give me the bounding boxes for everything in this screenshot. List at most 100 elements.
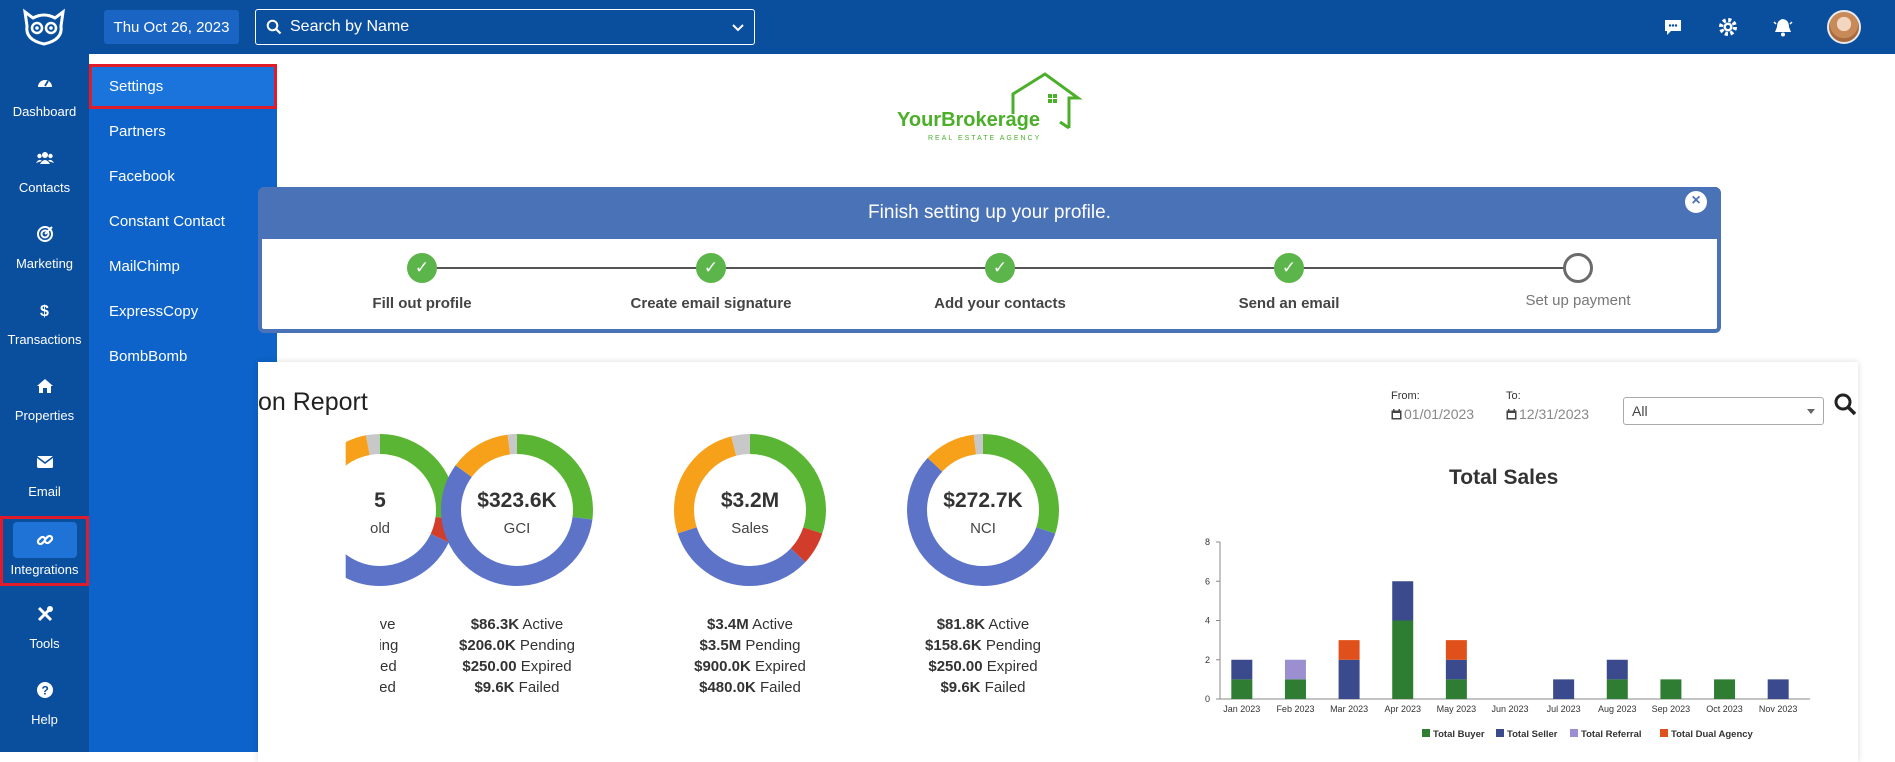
stat-label: ctive xyxy=(364,616,396,633)
report-card: on Report From: To: 01/01/2023 12/31/202… xyxy=(258,362,1858,762)
x-tick-label: Sep 2023 xyxy=(1652,704,1691,714)
donut-segment[interactable] xyxy=(314,434,456,586)
to-date-input[interactable]: 12/31/2023 xyxy=(1506,406,1589,422)
empty-circle-icon xyxy=(1563,253,1593,283)
legend-label: Total Dual Agency xyxy=(1671,729,1754,740)
rail-item-label: Integrations xyxy=(10,562,79,577)
bar-segment[interactable] xyxy=(1284,659,1306,680)
rail-item-marketing[interactable]: Marketing xyxy=(0,216,89,292)
donut-label: GCI xyxy=(503,520,531,537)
close-icon[interactable]: × xyxy=(1685,191,1707,213)
y-tick-label: 8 xyxy=(1205,537,1210,547)
rail-item-transactions[interactable]: $ Transactions xyxy=(0,292,89,368)
gear-icon[interactable] xyxy=(1717,16,1739,38)
filter-value: All xyxy=(1632,403,1648,419)
chart-title: Total Sales xyxy=(1449,466,1559,489)
bar-segment[interactable] xyxy=(1338,659,1360,699)
donut-segment[interactable] xyxy=(674,434,826,586)
onboarding-step[interactable]: ✓ Send an email xyxy=(1159,253,1419,312)
donut-segment[interactable] xyxy=(674,434,826,586)
from-date-value: 01/01/2023 xyxy=(1404,406,1475,422)
onboarding-step[interactable]: ✓ Add your contacts xyxy=(870,253,1130,312)
stat-label: Failed xyxy=(760,679,801,696)
filter-select[interactable]: All xyxy=(1623,397,1824,425)
rail-item-help[interactable]: ? Help xyxy=(0,672,89,748)
stat-value: $81.8K xyxy=(936,616,986,633)
donut-segment[interactable] xyxy=(441,434,593,586)
donut-chart[interactable]: 5 old xyxy=(314,432,458,588)
rail-item-dashboard[interactable]: Dashboard xyxy=(0,64,89,140)
stat-value: $158.6K xyxy=(925,637,982,654)
donut-segment[interactable] xyxy=(314,434,456,586)
flyout-item-constant-contact[interactable]: Constant Contact xyxy=(109,213,225,230)
bar-segment[interactable] xyxy=(1445,659,1467,680)
stat-value: $250.00 xyxy=(462,658,517,675)
stat-row: $81.8K Active xyxy=(883,614,1083,635)
stat-value: $3.5M xyxy=(699,637,742,654)
stat-label: nding xyxy=(361,637,399,654)
step-label: Create email signature xyxy=(630,295,792,312)
donut-segment[interactable] xyxy=(907,434,1059,586)
contacts-icon xyxy=(22,140,68,176)
avatar[interactable] xyxy=(1827,10,1861,44)
bar-segment[interactable] xyxy=(1606,679,1628,699)
rail-item-integrations[interactable]: Integrations xyxy=(0,516,89,586)
bell-icon[interactable] xyxy=(1772,16,1794,38)
rail-item-properties[interactable]: Properties xyxy=(0,368,89,444)
stat-row: $86.3K Active xyxy=(417,614,617,635)
bar-segment[interactable] xyxy=(1606,659,1628,680)
flyout-item-settings[interactable]: Settings xyxy=(89,64,277,109)
bar-segment[interactable] xyxy=(1660,679,1682,699)
donut-chart[interactable]: $272.7K NCI xyxy=(905,432,1061,588)
flyout-item-mailchimp[interactable]: MailChimp xyxy=(109,258,180,275)
rail-item-label: Contacts xyxy=(18,180,71,195)
bar-segment[interactable] xyxy=(1284,679,1306,699)
brand-tagline: REAL ESTATE AGENCY xyxy=(928,135,1041,142)
flyout-item-expresscopy[interactable]: ExpressCopy xyxy=(109,303,199,320)
rail-item-label: Dashboard xyxy=(12,104,77,119)
bar-segment[interactable] xyxy=(1553,679,1575,699)
bar-segment[interactable] xyxy=(1392,620,1414,700)
flyout-item-partners[interactable]: Partners xyxy=(109,123,166,140)
flyout-item-facebook[interactable]: Facebook xyxy=(109,168,175,185)
stat-value: $86.3K xyxy=(470,616,520,633)
stat-row: $900.0K Expired xyxy=(650,656,850,677)
search-icon[interactable] xyxy=(1833,392,1857,416)
legend-label: Total Seller xyxy=(1507,729,1558,740)
rail-item-label: Email xyxy=(28,484,61,499)
onboarding-step[interactable]: ✓ Create email signature xyxy=(581,253,841,312)
donut-value: $272.7K xyxy=(943,489,1023,512)
check-icon: ✓ xyxy=(1274,253,1304,283)
chat-icon[interactable] xyxy=(1662,16,1684,38)
bar-segment[interactable] xyxy=(1338,640,1360,660)
flyout-item-bombbomb[interactable]: BombBomb xyxy=(109,348,188,365)
rail-item-tools[interactable]: Tools xyxy=(0,596,89,672)
bar-segment[interactable] xyxy=(1767,679,1789,699)
bar-segment[interactable] xyxy=(1714,679,1736,699)
stat-value: $900.0K xyxy=(694,658,751,675)
donut-segment[interactable] xyxy=(674,434,826,586)
calendar-icon xyxy=(1506,409,1517,420)
rail-item-contacts[interactable]: Contacts xyxy=(0,140,89,216)
onboarding-step[interactable]: Set up payment xyxy=(1448,253,1708,309)
from-date-input[interactable]: 01/01/2023 xyxy=(1391,406,1474,422)
bar-segment[interactable] xyxy=(1231,659,1253,680)
owl-logo-icon[interactable] xyxy=(21,8,67,46)
search-input[interactable]: Search by Name xyxy=(255,9,755,45)
step-label: Send an email xyxy=(1238,295,1340,312)
donut-chart[interactable]: $323.6K GCI xyxy=(439,432,595,588)
rail-item-email[interactable]: Email xyxy=(0,444,89,520)
date-display[interactable]: Thu Oct 26, 2023 xyxy=(104,10,239,44)
bar-segment[interactable] xyxy=(1392,581,1414,621)
donut-segment[interactable] xyxy=(441,434,593,586)
stat-value: $9.6K xyxy=(474,679,515,696)
bar-segment[interactable] xyxy=(1231,679,1253,699)
donut-chart[interactable]: $3.2M Sales xyxy=(672,432,828,588)
help-icon: ? xyxy=(22,672,68,708)
onboarding-step[interactable]: ✓ Fill out profile xyxy=(292,253,552,312)
bar-segment[interactable] xyxy=(1445,679,1467,699)
donut-value: $323.6K xyxy=(477,489,557,512)
chevron-down-icon[interactable] xyxy=(730,19,746,35)
donut-segment[interactable] xyxy=(907,434,1059,586)
bar-segment[interactable] xyxy=(1445,640,1467,660)
